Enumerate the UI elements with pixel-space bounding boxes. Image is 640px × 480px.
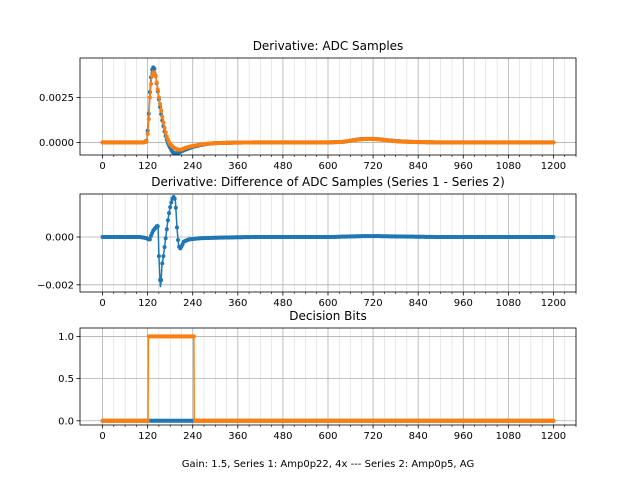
x-tick-label: 1200 <box>541 431 566 442</box>
data-point <box>164 134 169 139</box>
axes-decision-bits: 0 120 240 360 480 600 720 840 960 1080 1200 0.0 0.5 1… <box>58 309 577 442</box>
x-tick-label: 480 <box>273 298 292 309</box>
data-point <box>158 101 163 106</box>
x-tick-label: 960 <box>454 431 473 442</box>
x-tick-label: 240 <box>183 298 202 309</box>
x-tick-label: 0 <box>99 161 105 172</box>
x-tick-label: 1200 <box>541 298 566 309</box>
data-point <box>164 227 169 232</box>
data-point <box>145 131 150 136</box>
series-markers-1 <box>100 194 556 283</box>
data-point <box>162 126 167 131</box>
x-tick-label: 480 <box>273 431 292 442</box>
data-point <box>159 278 164 283</box>
data-point <box>155 87 160 92</box>
data-point <box>169 200 174 205</box>
y-tick-label: −0.002 <box>37 280 74 291</box>
data-point <box>159 108 164 113</box>
data-point <box>174 225 179 230</box>
data-point <box>149 82 154 87</box>
x-tick-label: 720 <box>364 431 383 442</box>
x-tick-label: 1080 <box>496 298 521 309</box>
x-tick-label: 240 <box>183 431 202 442</box>
data-point <box>167 211 172 216</box>
series-markers-2 <box>100 334 556 423</box>
data-point <box>173 205 178 210</box>
data-point <box>191 334 196 339</box>
data-point <box>161 120 166 125</box>
y-tick-label: 0.0025 <box>39 93 74 104</box>
data-point <box>172 196 177 201</box>
x-tick-label: 120 <box>138 431 157 442</box>
x-tick-label: 360 <box>228 431 247 442</box>
data-point <box>152 70 157 75</box>
x-tick-label: 840 <box>409 161 428 172</box>
x-tick-label: 480 <box>273 161 292 172</box>
x-tick-label: 600 <box>318 161 337 172</box>
data-point <box>156 95 161 100</box>
data-point <box>146 117 151 122</box>
data-point <box>144 139 149 144</box>
x-tick-label: 840 <box>409 298 428 309</box>
axes-title: Decision Bits <box>289 309 366 323</box>
data-point <box>163 236 168 241</box>
data-point <box>168 205 173 210</box>
data-point <box>155 224 160 229</box>
x-tick-label: 600 <box>318 298 337 309</box>
x-tick-label: 720 <box>364 161 383 172</box>
data-point <box>165 218 170 223</box>
x-tick-label: 1080 <box>496 161 521 172</box>
figure-xlabel: Gain: 1.5, Series 1: Amp0p22, 4x --- Ser… <box>182 459 474 470</box>
x-tick-label: 360 <box>228 298 247 309</box>
y-tick-label: 1.0 <box>58 332 74 343</box>
x-tick-label: 0 <box>99 431 105 442</box>
data-point <box>147 237 152 242</box>
y-tick-label: 0.000 <box>45 233 74 244</box>
data-point <box>161 254 166 259</box>
data-point <box>551 418 556 423</box>
x-tick-label: 720 <box>364 298 383 309</box>
x-tick-label: 240 <box>183 161 202 172</box>
data-point <box>160 261 165 266</box>
y-tick-label: 0.5 <box>58 374 74 385</box>
data-point <box>147 95 152 100</box>
axes-difference: 0 120 240 360 480 600 720 840 960 1080 1200 −0.002 0… <box>37 175 577 309</box>
y-tick-label: 0.0 <box>58 416 74 427</box>
x-tick-label: 600 <box>318 431 337 442</box>
data-point <box>160 114 165 119</box>
series-markers-2 <box>100 70 556 152</box>
x-tick-label: 1080 <box>496 431 521 442</box>
data-point <box>163 130 168 135</box>
data-point <box>152 66 157 71</box>
x-tick-label: 840 <box>409 431 428 442</box>
axes-adc-samples: 0 120 240 360 480 600 720 840 960 1080 1200 0.0000 0… <box>39 39 577 172</box>
axes-title: Derivative: ADC Samples <box>253 39 404 53</box>
data-point <box>551 140 556 145</box>
axes-title: Derivative: Difference of ADC Samples (S… <box>151 175 505 189</box>
data-point <box>153 74 158 79</box>
x-tick-label: 120 <box>138 161 157 172</box>
data-point <box>154 80 159 85</box>
x-tick-label: 120 <box>138 298 157 309</box>
x-tick-label: 960 <box>454 161 473 172</box>
y-tick-label: 0.0000 <box>39 138 74 149</box>
data-point <box>150 73 155 78</box>
data-point <box>145 418 150 423</box>
x-tick-label: 1200 <box>541 161 566 172</box>
x-tick-label: 960 <box>454 298 473 309</box>
data-point <box>551 235 556 240</box>
x-tick-label: 0 <box>99 298 105 309</box>
data-point <box>156 254 161 259</box>
data-point <box>162 245 167 250</box>
x-tick-label: 360 <box>228 161 247 172</box>
data-point <box>176 238 181 243</box>
